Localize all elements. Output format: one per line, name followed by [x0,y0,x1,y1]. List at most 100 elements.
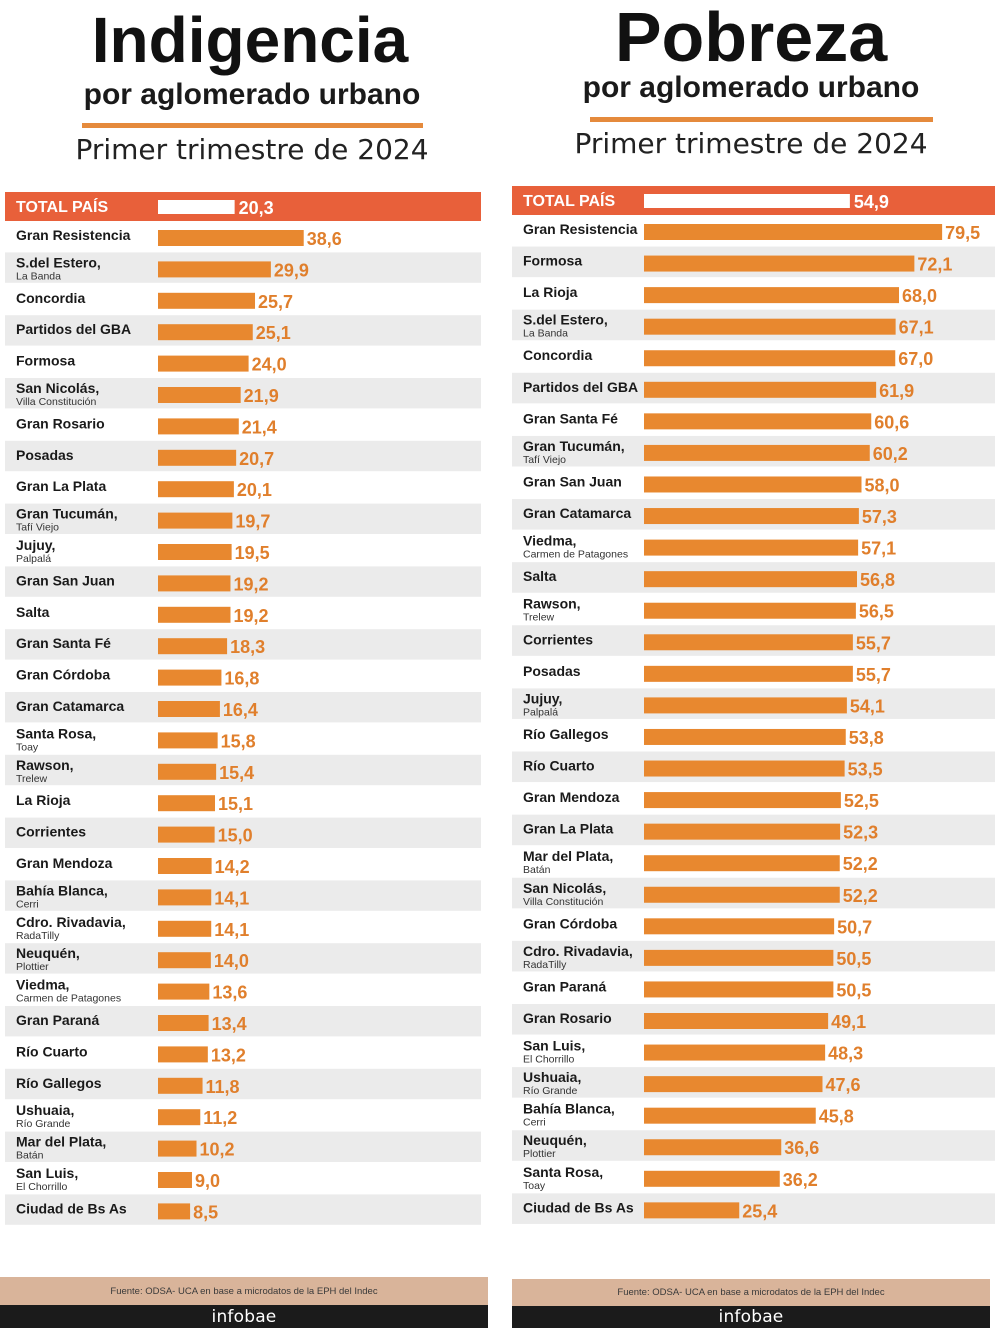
category-label-partidos-del-gba: Partidos del GBA [523,379,638,395]
bar-s-del-estero [158,261,271,278]
value-label-la-rioja: 15,1 [218,794,253,814]
bar-gran-tucuman [158,512,233,529]
bar-corrientes [644,634,853,651]
category-label-concordia: Concordia [16,290,85,306]
bar-salta [158,606,231,623]
category-label-rio-gallegos: Río Gallegos [16,1075,102,1091]
bar-concordia [158,292,256,309]
row-background [5,1068,481,1100]
category-label-s-del-estero: S.del Estero, [523,312,608,328]
value-label-ciudad-de-bs-as: 25,4 [742,1201,777,1221]
value-label-neuquen: 36,6 [784,1138,819,1158]
category-label-gran-san-juan: Gran San Juan [523,473,622,489]
value-label-s-del-estero: 67,1 [899,318,934,338]
value-label-gran-san-juan: 19,2 [233,574,268,594]
value-label-cdro-rivadavia: 50,5 [836,949,871,969]
value-label-mar-del-plata: 52,2 [843,854,878,874]
bar-viedma [644,539,859,556]
value-label-gran-la-plata: 20,1 [237,480,272,500]
category-label-formosa: Formosa [523,253,582,269]
bar-gran-la-plata [644,823,841,840]
value-label-concordia: 67,0 [898,349,933,369]
bar-san-nicolas [158,387,241,403]
bar-rawson [158,763,217,780]
category-sublabel-ushuaia: Río Grande [523,1085,577,1097]
bar-neuquen [644,1139,782,1156]
category-label-ushuaia: Ushuaia, [16,1102,74,1118]
brand-logo: infobae [512,1306,990,1328]
source-note: Fuente: ODSA- UCA en base a microdatos d… [0,1277,488,1305]
value-label-bahia-blanca: 45,8 [819,1107,854,1127]
row-background [5,880,481,911]
bar-jujuy [158,544,232,560]
bar-gran-mendoza [644,792,841,809]
value-label-gran-catamarca: 16,4 [223,700,258,720]
category-label-gran-la-plata: Gran La Plata [16,478,106,494]
row-background [5,692,481,723]
bar-rio-gallegos [158,1077,203,1094]
chart-title: Indigencia [91,4,409,76]
row-background [5,629,481,660]
value-label-jujuy: 19,5 [235,543,270,563]
total-label: TOTAL PAÍS [523,191,615,210]
category-label-gran-resistencia: Gran Resistencia [523,221,638,237]
value-label-rio-cuarto: 13,2 [211,1045,246,1065]
category-sublabel-s-del-estero: La Banda [523,328,568,340]
category-label-ushuaia: Ushuaia, [523,1069,581,1085]
category-label-gran-resistencia: Gran Resistencia [16,227,131,243]
value-label-posadas: 55,7 [856,665,891,685]
row-background [5,440,481,472]
category-label-la-rioja: La Rioja [523,284,578,300]
bar-s-del-estero [644,318,896,335]
category-label-mar-del-plata: Mar del Plata, [16,1134,106,1150]
value-label-concordia: 25,7 [258,292,293,312]
bar-gran-rosario [644,1013,829,1029]
total-bar [644,194,850,208]
category-label-gran-catamarca: Gran Catamarca [16,698,124,714]
value-label-gran-tucuman: 19,7 [235,512,270,532]
value-label-san-nicolas: 52,2 [843,886,878,906]
category-label-jujuy: Jujuy, [523,690,562,706]
category-sublabel-neuquen: Plottier [523,1148,556,1160]
category-label-posadas: Posadas [523,663,581,679]
category-label-gran-cordoba: Gran Córdoba [523,915,617,931]
total-value-label: 54,9 [854,192,889,212]
value-label-rio-gallegos: 11,8 [206,1077,240,1097]
bar-neuquen [158,952,211,969]
category-sublabel-rawson: Trelew [523,612,555,624]
bar-jujuy [644,697,847,714]
value-label-corrientes: 15,0 [218,826,253,846]
bar-san-luis [158,1172,192,1188]
bar-san-luis [644,1044,826,1061]
value-label-gran-parana: 13,4 [212,1014,247,1034]
value-label-partidos-del-gba: 25,1 [256,323,291,343]
category-label-rio-cuarto: Río Cuarto [16,1043,88,1059]
bar-gran-resistencia [644,224,943,240]
category-label-gran-rosario: Gran Rosario [523,1010,612,1026]
category-label-gran-rosario: Gran Rosario [16,415,105,431]
row-background [5,1006,481,1037]
chart-period: Primer trimestre de 2024 [574,127,928,160]
category-sublabel-san-luis: El Chorrillo [523,1054,575,1066]
bar-rio-gallegos [644,728,846,745]
row-background [5,503,481,534]
bar-ushuaia [158,1109,201,1126]
category-label-rio-cuarto: Río Cuarto [523,758,595,774]
value-label-bahia-blanca: 14,1 [214,888,249,908]
row-background [5,754,481,786]
category-sublabel-san-nicolas: Villa Constitución [16,396,97,408]
value-label-formosa: 24,0 [252,355,287,375]
value-label-mar-del-plata: 10,2 [200,1140,235,1160]
bar-viedma [158,983,210,1000]
bar-partidos-del-gba [644,381,877,398]
value-label-formosa: 72,1 [917,255,952,275]
category-label-viedma: Viedma, [16,977,69,993]
bar-formosa [644,255,915,272]
category-label-san-nicolas: San Nicolás, [16,380,99,396]
category-label-gran-cordoba: Gran Córdoba [16,667,110,683]
category-label-gran-santa-fe: Gran Santa Fé [16,635,111,651]
bar-cdro-rivadavia [644,949,834,966]
category-sublabel-san-nicolas: Villa Constitución [523,896,604,908]
bar-posadas [158,449,237,466]
bar-gran-san-juan [644,476,862,493]
